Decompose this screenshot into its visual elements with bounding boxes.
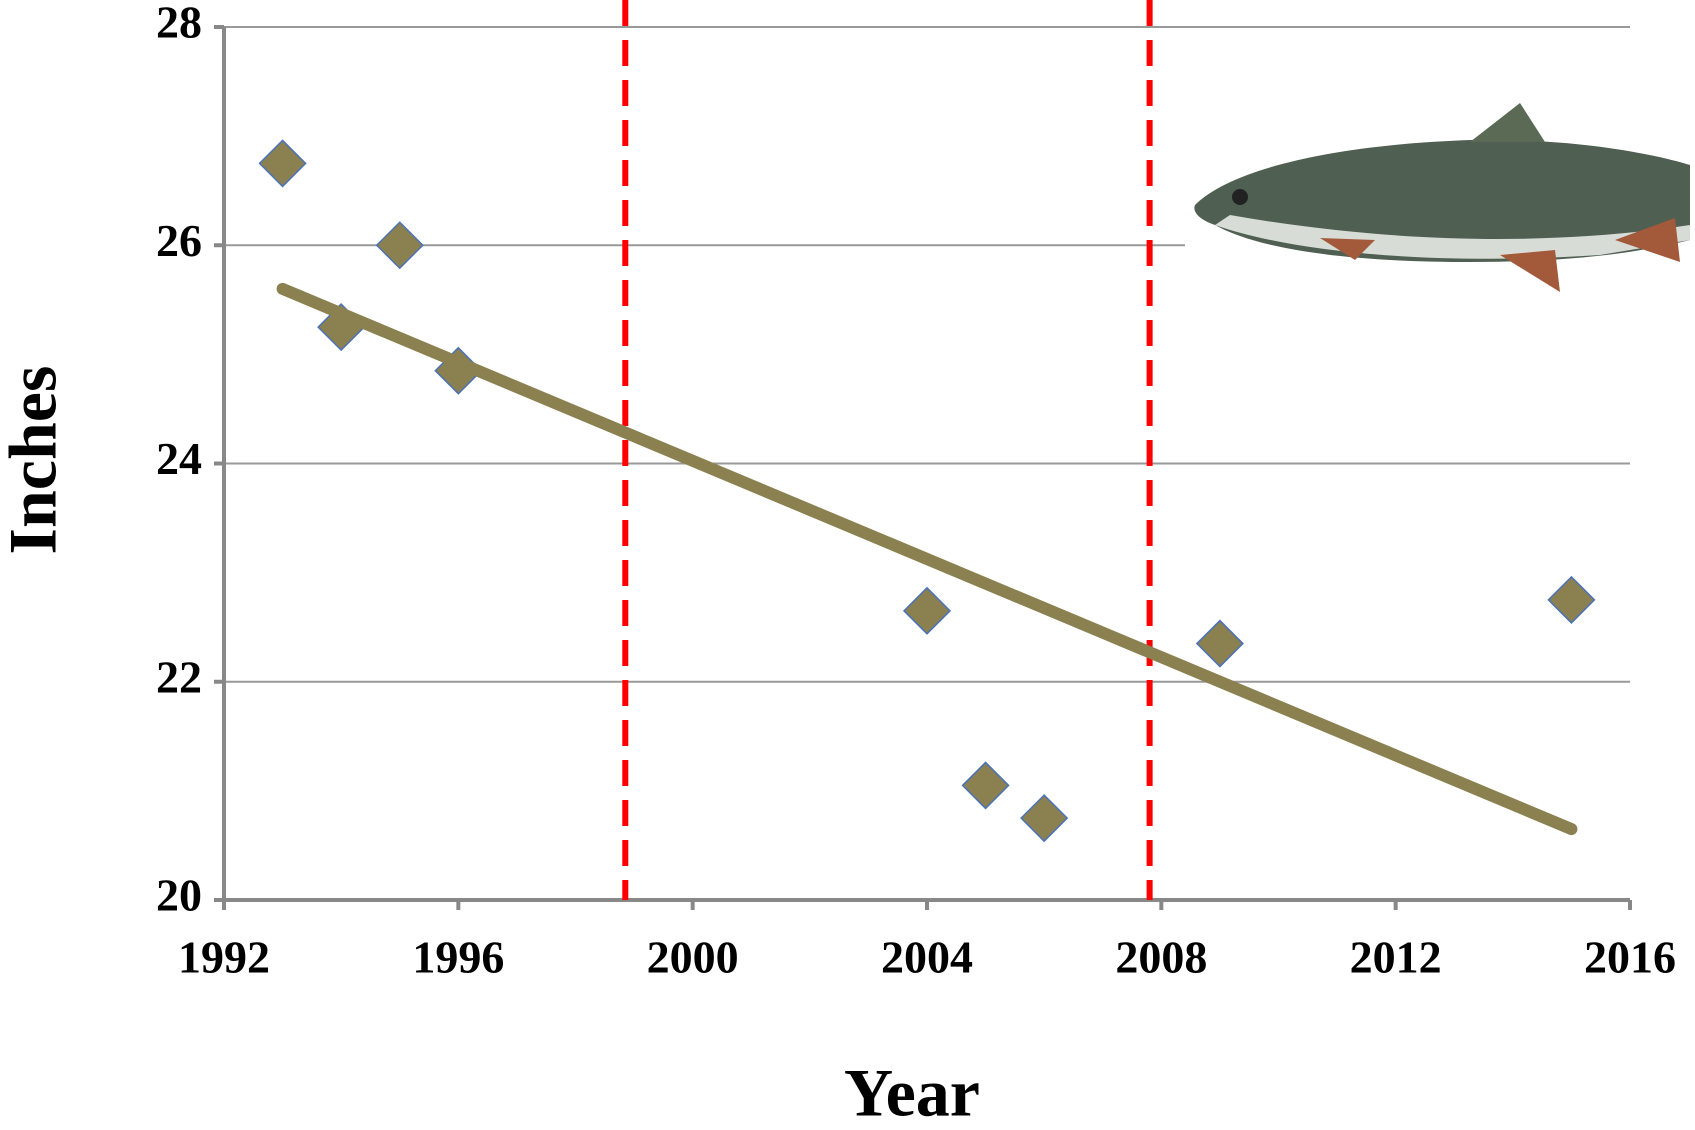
trend-line [276,282,1578,836]
fish-anal-fin [1615,218,1680,262]
data-point [1020,794,1069,843]
x-tick-label: 1996 [412,932,504,983]
y-tick-label: 28 [156,0,202,48]
x-axis-title: Year [844,1055,980,1130]
y-tick-label: 24 [156,433,202,484]
fish-illustration [1185,90,1695,300]
data-point [375,221,424,270]
x-tick-label: 2008 [1115,932,1207,983]
x-tick-label: 2016 [1584,932,1676,983]
data-point [1195,619,1244,668]
data-point [1547,575,1596,624]
fish-dorsal-fin [1470,103,1545,142]
x-tick-label: 2004 [881,932,973,983]
data-point [961,761,1010,810]
data-point [258,139,307,188]
y-axis-title: Inches [0,366,71,555]
y-tick-label: 22 [156,651,202,702]
fish-eye [1232,189,1248,205]
x-tick-label: 1992 [178,932,270,983]
y-tick-label: 20 [156,870,202,921]
fish-pelvic-fin [1500,250,1560,292]
fish-pectoral-fin [1320,238,1375,260]
data-point [902,586,952,635]
x-tick-label: 2000 [647,932,739,983]
fish-belly [1215,215,1690,259]
x-tick-label: 2012 [1350,932,1442,983]
y-tick-label: 26 [156,215,202,266]
